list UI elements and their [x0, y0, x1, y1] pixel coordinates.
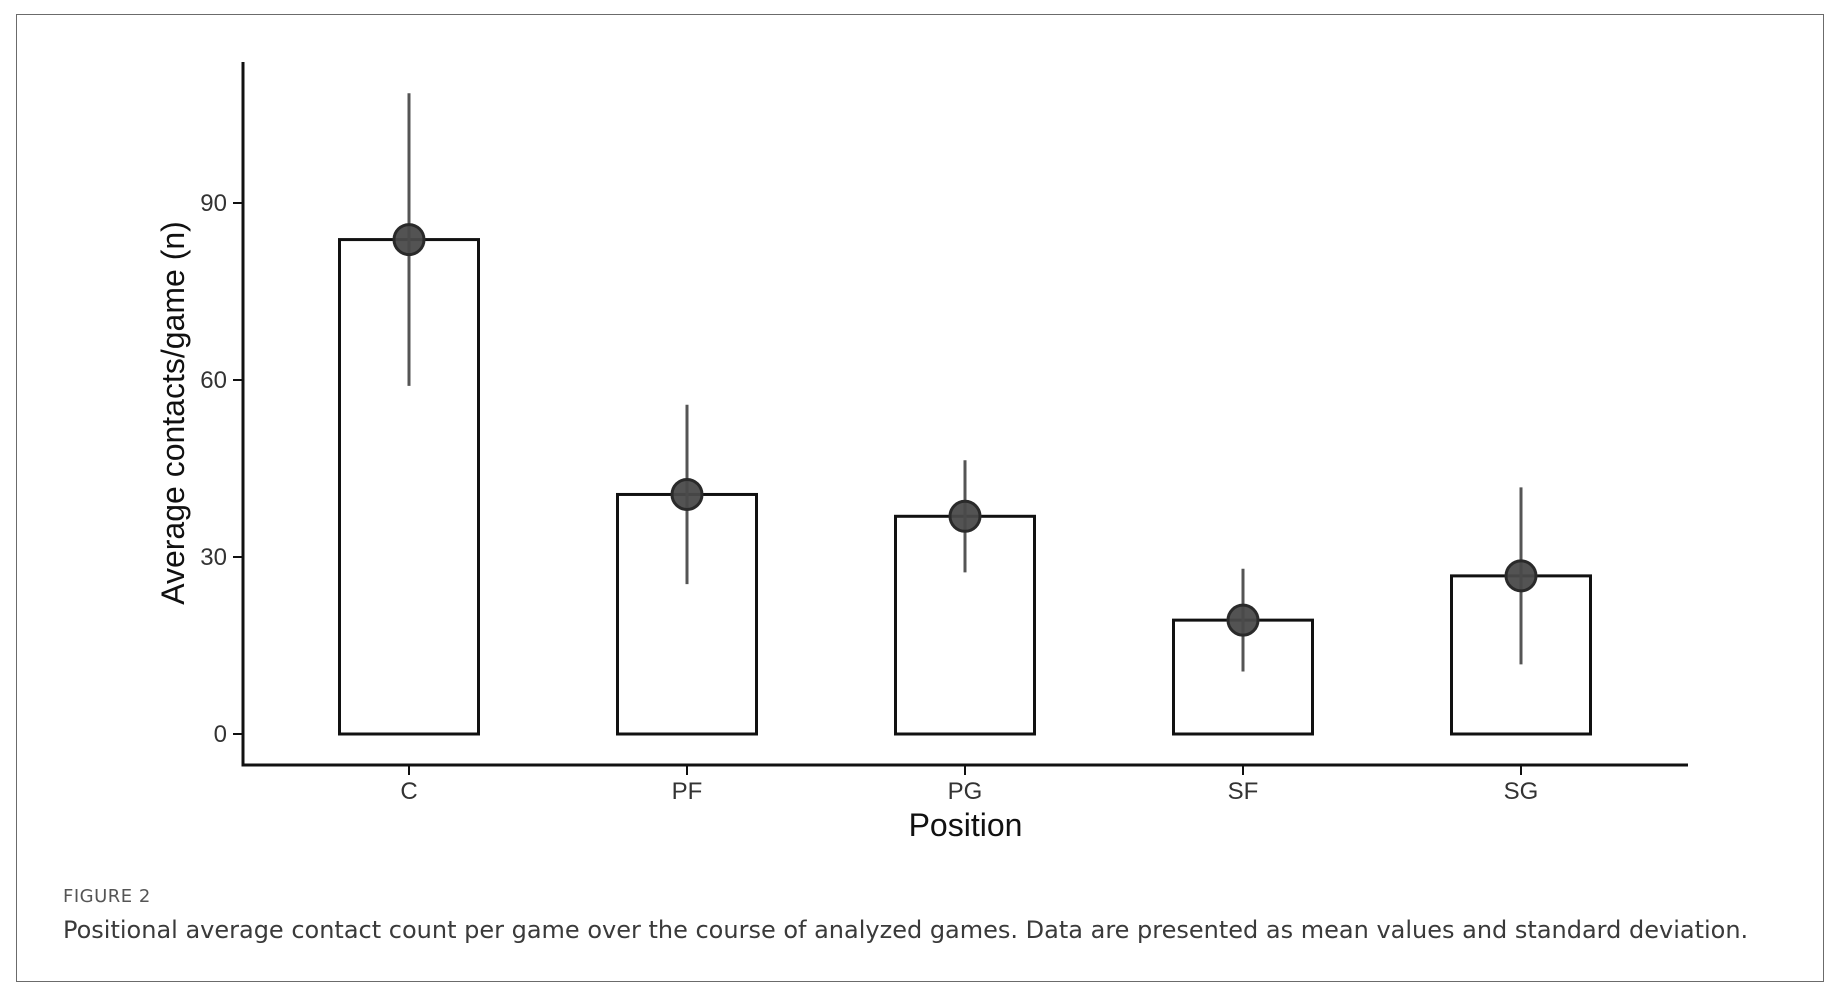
mean-point: [670, 477, 704, 511]
y-axis-title: Average contacts/game (n): [155, 221, 191, 605]
x-tick-label: SF: [1228, 778, 1259, 805]
figure-label: FIGURE 2: [63, 886, 151, 907]
y-tick-label: 30: [200, 544, 227, 571]
figure-frame: [16, 14, 1824, 982]
x-tick-label: C: [400, 778, 417, 805]
y-tick-label: 0: [214, 721, 227, 748]
x-tick-label: PG: [948, 778, 983, 805]
x-tick-label: PF: [672, 778, 703, 805]
bar-chart: 0 30 60 90 C PF PG SF SG Position Average conta…: [155, 62, 1688, 843]
mean-point: [392, 223, 426, 257]
x-tick-label: SG: [1504, 778, 1539, 805]
x-axis-ticks: C PF PG SF SG: [400, 765, 1538, 805]
figure-caption: Positional average contact count per gam…: [63, 916, 1749, 944]
y-tick-label: 60: [200, 367, 227, 394]
x-axis-title: Position: [909, 807, 1023, 843]
mean-point: [1226, 603, 1260, 637]
mean-point: [948, 499, 982, 533]
bar: [1172, 618, 1314, 736]
y-tick-label: 90: [200, 190, 227, 217]
mean-points: [392, 223, 1538, 637]
mean-point: [1504, 559, 1538, 593]
y-axis-ticks: 0 30 60 90: [200, 190, 243, 748]
